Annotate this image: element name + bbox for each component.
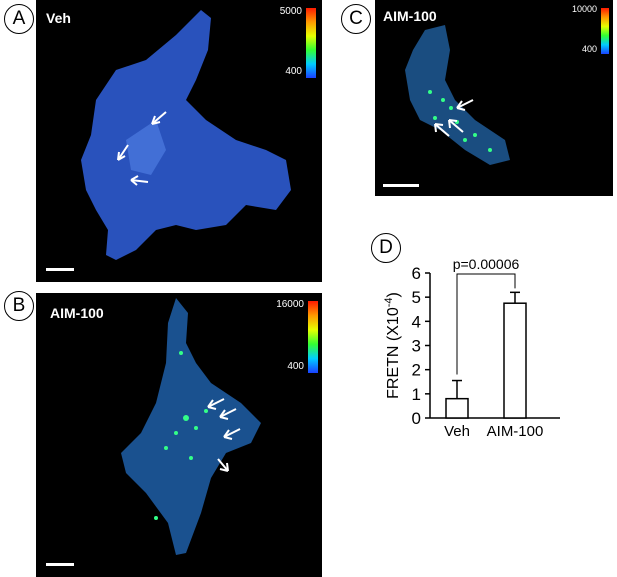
y-tick-label: 6 <box>412 264 421 283</box>
y-tick-label: 2 <box>412 361 421 380</box>
y-tick-label: 3 <box>412 337 421 356</box>
veh-arrows <box>117 111 167 186</box>
panel-b-colorbar-min: 400 <box>287 361 304 372</box>
panel-b-colorbar-max: 16000 <box>276 299 304 310</box>
aim-c-puncta <box>428 90 492 152</box>
panel-a-colorbar <box>306 8 316 78</box>
panel-a-colorbar-max: 5000 <box>279 6 302 17</box>
aim-c-cell-image <box>405 25 510 165</box>
aim-cell <box>121 298 261 555</box>
y-tick-label: 5 <box>412 288 421 307</box>
panel-c-colorbar-max: 10000 <box>571 4 597 14</box>
x-tick-label: AIM-100 <box>487 423 544 440</box>
aim-puncta <box>154 351 208 520</box>
fretn-bar-chart: 0 1 2 3 4 5 6 Veh AIM-100 p=0.00006 FRETN (X10-… <box>383 256 560 440</box>
p-value-annotation: p=0.00006 <box>453 256 520 272</box>
panel-c-condition: AIM-100 <box>383 8 437 24</box>
y-tick-label: 1 <box>412 385 421 404</box>
panel-c-colorbar <box>601 8 609 54</box>
bar-veh <box>445 397 469 419</box>
panel-a-scalebar <box>46 268 74 271</box>
significance-bracket: p=0.00006 <box>453 256 520 375</box>
panel-a-micrograph: Veh 5000 400 <box>36 0 322 282</box>
aim-c-cell <box>405 25 510 165</box>
aim-cell-image <box>121 298 261 555</box>
x-tick-label: Veh <box>444 423 470 440</box>
panel-b-label: B <box>4 291 34 321</box>
bracket-line <box>456 273 516 375</box>
y-axis-label: FRETN (X10-4) <box>383 292 402 399</box>
panel-a-condition: Veh <box>46 10 71 26</box>
bar-aim-100 <box>503 302 527 419</box>
aim-arrows <box>207 398 241 472</box>
panel-b-colorbar <box>308 301 318 373</box>
panel-d-label: D <box>371 233 401 263</box>
panel-b-scalebar <box>46 563 74 566</box>
panel-a-label: A <box>4 4 34 34</box>
panel-b-condition: AIM-100 <box>50 305 104 321</box>
panel-c-label: C <box>341 4 371 34</box>
y-tick-label: 4 <box>412 312 421 331</box>
panel-b-micrograph: AIM-100 16000 400 <box>36 293 322 577</box>
panel-c-scalebar <box>383 184 419 187</box>
panel-a-colorbar-min: 400 <box>285 66 302 77</box>
aim-c-arrows <box>434 99 474 137</box>
bars: Veh AIM-100 <box>444 291 544 440</box>
y-tick-label: 0 <box>412 409 421 428</box>
panel-c-micrograph: AIM-100 10000 400 <box>375 0 613 196</box>
y-axis: 0 1 2 3 4 5 6 <box>412 264 430 428</box>
veh-cell-image <box>81 10 291 260</box>
veh-cell <box>81 10 291 260</box>
panel-c-colorbar-min: 400 <box>581 44 597 54</box>
